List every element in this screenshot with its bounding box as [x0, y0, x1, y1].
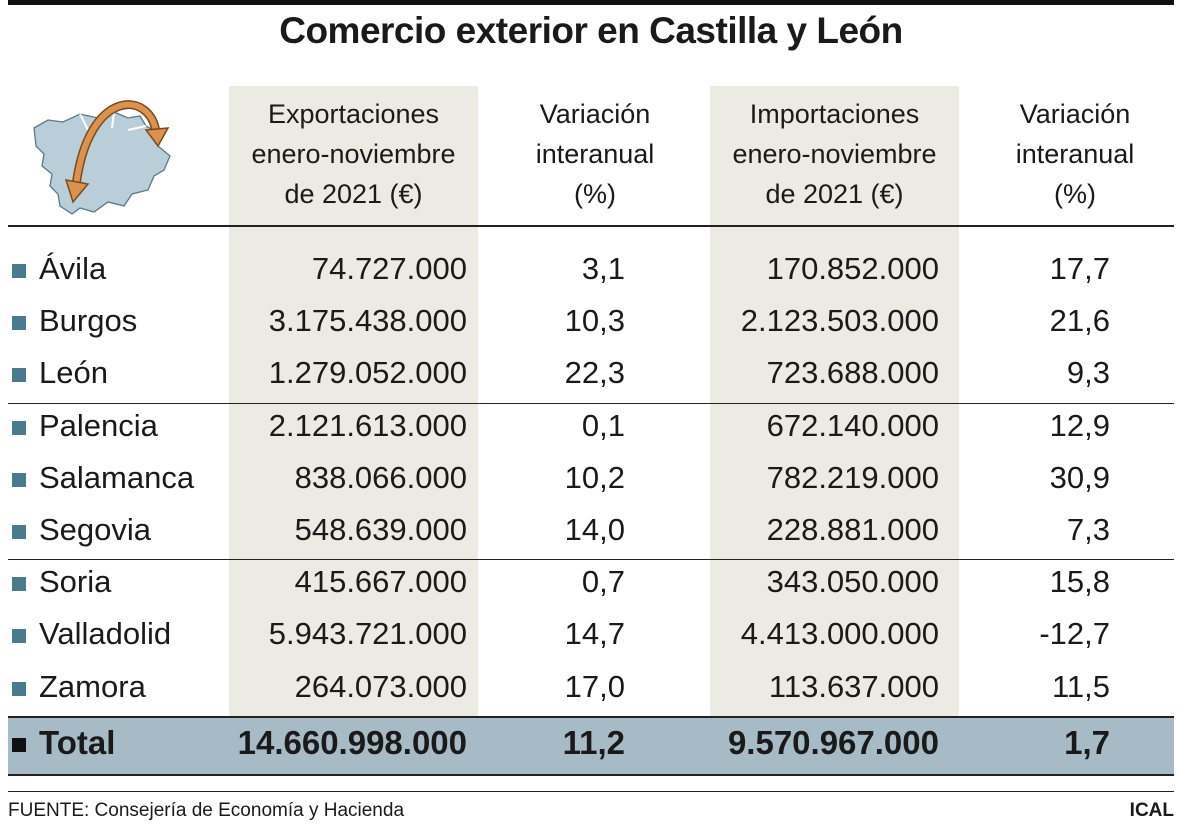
imports-value: 723.688.000	[766, 355, 939, 391]
province-name: Segovia	[39, 512, 152, 547]
header-variation-imports: Variación interanual (%)	[1015, 99, 1135, 209]
variation-imports-value: 9,3	[1066, 355, 1110, 391]
source-note: FUENTE: Consejería de Economía y Haciend…	[8, 800, 405, 821]
total-imports: 9.570.967.000	[727, 724, 939, 761]
variation-imports-value: 11,5	[1051, 668, 1110, 704]
province-name: Soria	[39, 564, 112, 600]
exports-value: 415.667.000	[294, 564, 467, 600]
imports-value: 4.413.000.000	[740, 616, 939, 652]
province-name: Burgos	[39, 303, 138, 339]
province-name: Ávila	[39, 251, 107, 286]
row-bullet-icon	[12, 577, 26, 592]
exports-column-band	[229, 86, 478, 776]
variation-imports-value: 30,9	[1049, 459, 1110, 495]
exports-value: 5.943.721.000	[268, 616, 467, 652]
table-row: Salamanca 838.066.000 10,2 782.219.000 30,9	[8, 452, 1174, 504]
imports-column-band	[710, 86, 959, 776]
total-label: Total	[39, 724, 116, 761]
imports-value: 2.123.503.000	[740, 303, 939, 339]
exports-value: 838.066.000	[294, 459, 467, 495]
province-name: Salamanca	[39, 459, 195, 495]
variation-exports-value: 0,1	[581, 407, 625, 443]
province-name: Palencia	[39, 407, 158, 443]
row-bullet-icon	[12, 264, 26, 278]
row-bullet-icon	[12, 316, 26, 331]
variation-imports-value: 21,6	[1049, 303, 1110, 339]
imports-value: 782.219.000	[766, 459, 939, 495]
group-rule-2	[8, 559, 1174, 560]
total-variation-exports: 11,2	[562, 724, 625, 761]
imports-value: 113.637.000	[768, 668, 939, 704]
total-row: Total 14.660.998.000 11,2 9.570.967.000 …	[8, 717, 1174, 769]
imports-value: 343.050.000	[766, 564, 939, 600]
table-row: Valladolid 5.943.721.000 14,7 4.413.000.000…	[8, 608, 1174, 660]
table-row: Segovia 548.639.000 14,0 228.881.000 7,3	[8, 504, 1174, 556]
exports-value: 1.279.052.000	[268, 355, 467, 391]
total-bullet-icon	[12, 738, 26, 752]
variation-exports-value: 3,1	[581, 251, 625, 286]
chart-title: Comercio exterior en Castilla y León	[279, 10, 903, 51]
variation-imports-value: 15,8	[1049, 564, 1110, 600]
variation-exports-value: 10,3	[564, 303, 625, 339]
row-bullet-icon	[12, 368, 26, 383]
table-row: Ávila 74.727.000 3,1 170.852.000 17,7	[8, 243, 1174, 295]
variation-exports-value: 14,0	[564, 512, 625, 547]
table-row: León 1.279.052.000 22,3 723.688.000 9,3	[8, 347, 1174, 399]
row-bullet-icon	[12, 525, 26, 539]
footer-rule	[8, 791, 1174, 792]
agency-credit: ICAL	[1129, 800, 1174, 821]
table-row: Burgos 3.175.438.000 10,3 2.123.503.000 21,6	[8, 295, 1174, 347]
variation-imports-value: 12,9	[1049, 407, 1110, 443]
variation-imports-value: -12,7	[1039, 616, 1110, 652]
exports-value: 2.121.613.000	[268, 407, 467, 443]
castilla-y-leon-map-icon	[33, 100, 171, 215]
exports-value: 3.175.438.000	[268, 303, 467, 339]
header-exports: Exportaciones enero-noviembre de 2021 (€)	[251, 99, 456, 209]
exports-value: 264.073.000	[294, 668, 467, 704]
variation-exports-value: 17,0	[564, 668, 625, 704]
imports-value: 228.881.000	[766, 512, 939, 547]
group-rule-1	[8, 403, 1174, 404]
header-variation-exports: Variación interanual (%)	[535, 99, 655, 209]
imports-value: 170.852.000	[766, 251, 939, 286]
header-rule	[8, 225, 1174, 227]
top-rule	[8, 0, 1174, 5]
variation-imports-value: 7,3	[1066, 512, 1110, 547]
header-imports: Importaciones enero-noviembre de 2021 (€)	[732, 99, 937, 209]
row-bullet-icon	[12, 420, 26, 435]
total-exports: 14.660.998.000	[237, 724, 467, 761]
exports-value: 548.639.000	[294, 512, 467, 547]
row-bullet-icon	[12, 472, 26, 487]
table-row: Zamora 264.073.000 17,0 113.637.000 11,5	[8, 661, 1174, 713]
row-bullet-icon	[12, 681, 26, 696]
table-row: Palencia 2.121.613.000 0,1 672.140.000 12,9	[8, 400, 1174, 452]
row-bullet-icon	[12, 629, 26, 644]
table-row: Soria 415.667.000 0,7 343.050.000 15,8	[8, 556, 1174, 608]
total-variation-imports: 1,7	[1064, 724, 1110, 761]
imports-value: 672.140.000	[766, 407, 939, 443]
variation-exports-value: 14,7	[564, 616, 625, 652]
variation-exports-value: 0,7	[581, 564, 625, 600]
total-top-rule	[8, 716, 1174, 718]
exports-value: 74.727.000	[311, 251, 467, 286]
province-name: Valladolid	[39, 616, 172, 652]
province-name: Zamora	[39, 668, 146, 704]
variation-exports-value: 22,3	[564, 355, 625, 391]
variation-exports-value: 10,2	[564, 459, 625, 495]
total-row-band	[8, 717, 1174, 774]
variation-imports-value: 17,7	[1049, 251, 1110, 286]
province-name: León	[39, 355, 108, 391]
total-bottom-rule	[8, 774, 1174, 776]
